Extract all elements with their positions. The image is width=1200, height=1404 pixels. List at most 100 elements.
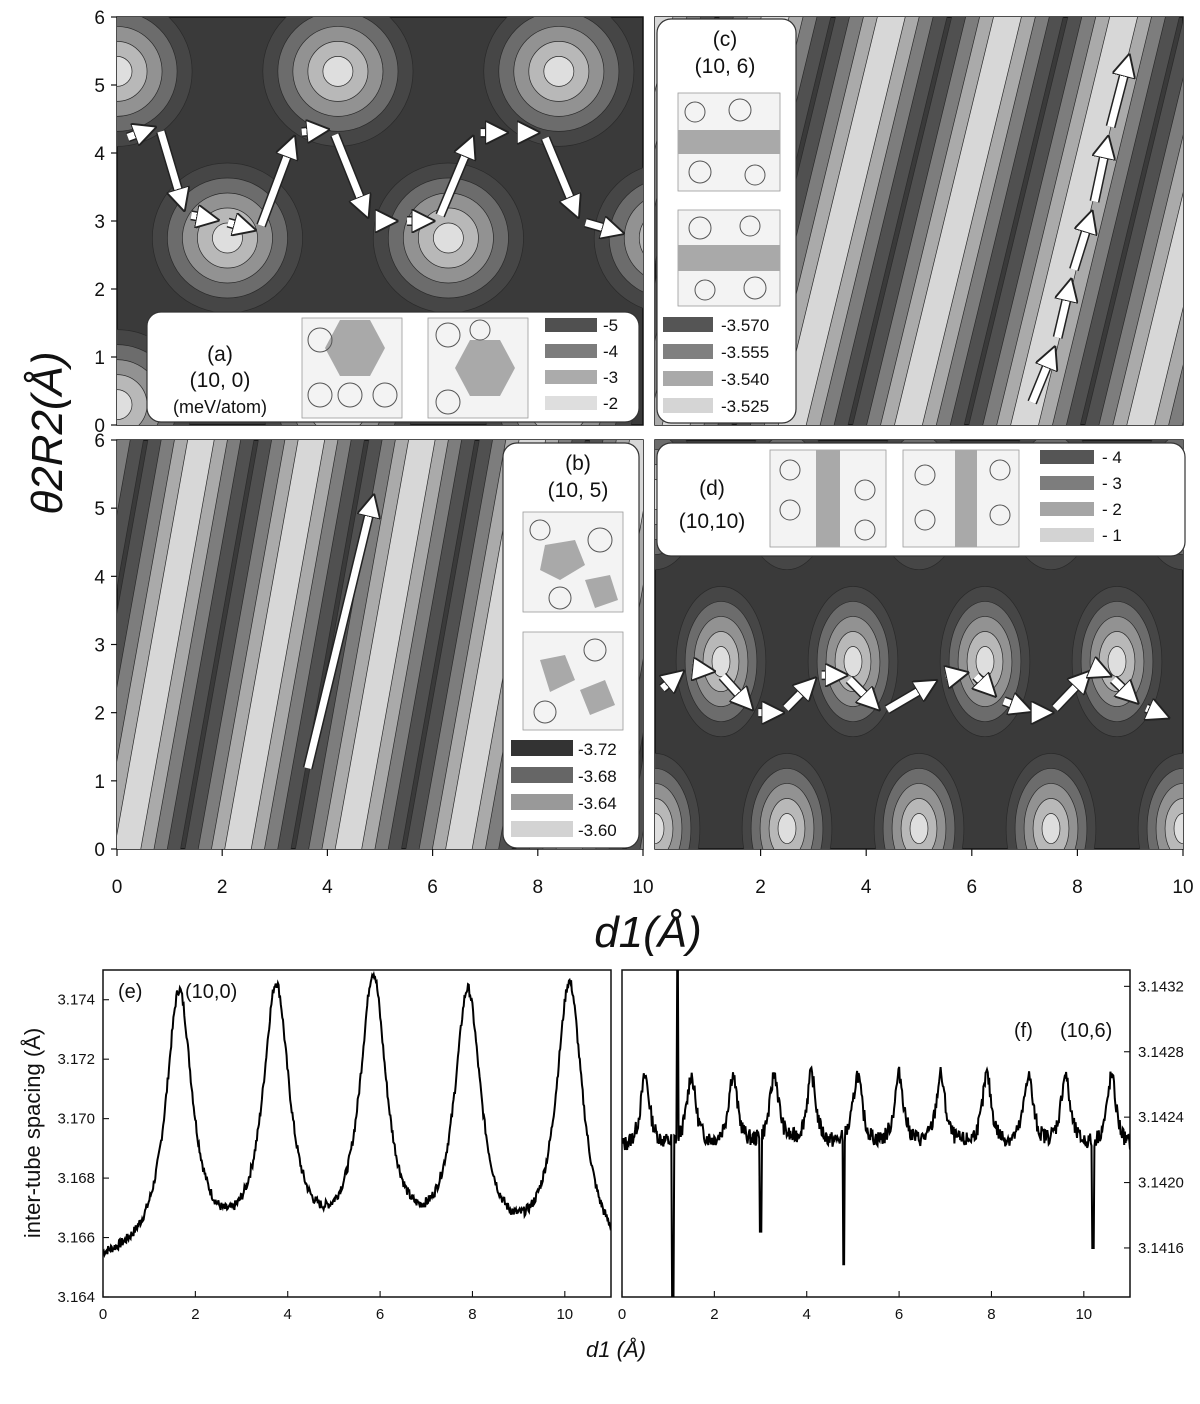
x-tick-label: 2 xyxy=(217,877,228,898)
path-arrow xyxy=(257,144,292,227)
y-tick-label: 3.1428 xyxy=(1138,1044,1184,1061)
tube-label-c: (10, 6) xyxy=(695,55,756,78)
y-tick-label: 1 xyxy=(94,348,105,369)
x-tick-label: 8 xyxy=(533,877,544,898)
legend-swatch xyxy=(545,344,597,358)
legend-value: -3.525 xyxy=(721,397,769,416)
legend-swatch xyxy=(511,794,573,810)
y-tick-label: 1 xyxy=(94,772,105,793)
path-arrow xyxy=(157,130,182,203)
panel-label-d: (d) xyxy=(699,477,725,500)
legend-swatch xyxy=(1040,476,1094,490)
y-tick-label: 3.1420 xyxy=(1138,1175,1184,1192)
legend-swatch xyxy=(663,317,713,332)
legend-value: -4 xyxy=(603,342,618,361)
x-tick-label: 0 xyxy=(99,1306,107,1323)
path-arrow xyxy=(331,133,365,210)
path-arrow xyxy=(846,676,873,704)
legend-value: - 2 xyxy=(1102,500,1122,519)
legend-swatch xyxy=(663,344,713,359)
contour-ring xyxy=(0,541,37,601)
panel-label-e: (e) xyxy=(118,981,142,1003)
x-tick-label: 2 xyxy=(710,1306,718,1323)
x-tick-label: 2 xyxy=(191,1306,199,1323)
path-arrow xyxy=(783,684,810,711)
path-arrow xyxy=(227,223,247,228)
structure-image-b xyxy=(522,511,624,613)
path-arrow xyxy=(1091,144,1106,203)
path-arrow xyxy=(1054,287,1070,339)
contour-ring xyxy=(322,56,354,87)
contour-ring xyxy=(543,56,575,87)
legend-swatch xyxy=(511,740,573,756)
x-tick-label: 6 xyxy=(376,1306,384,1323)
x-tick-label: 8 xyxy=(468,1306,476,1323)
contour-ring xyxy=(975,646,995,677)
contour-ring xyxy=(777,813,797,844)
y-tick-label: 4 xyxy=(94,144,105,165)
y-tick-label: 2 xyxy=(94,704,105,725)
legend-value: - 1 xyxy=(1102,526,1122,545)
y-tick-label: 3.170 xyxy=(57,1111,95,1128)
contour-ring xyxy=(655,813,665,844)
legend-swatch xyxy=(1040,528,1094,542)
legend-swatch xyxy=(663,398,713,413)
legend-value: -3 xyxy=(603,368,618,387)
legend-swatch xyxy=(511,767,573,783)
structure-image-a2 xyxy=(427,317,529,419)
legend-value: -3.555 xyxy=(721,343,769,362)
path-arrow xyxy=(436,144,470,217)
contour-ring xyxy=(1173,813,1183,844)
y-tick-label: 3.164 xyxy=(57,1289,95,1306)
contour-ring xyxy=(843,646,863,677)
structure-image-d xyxy=(769,449,887,548)
x-tick-label: 6 xyxy=(967,877,978,898)
panel-label-f: (f) xyxy=(1014,1020,1033,1042)
contour-band xyxy=(0,372,19,917)
legend-value: -3.540 xyxy=(721,370,769,389)
contour-ring xyxy=(0,208,37,268)
legend-value: -3.60 xyxy=(578,821,617,840)
legend-a: (a) (10, 0) (meV/atom) -5 -4 -3 -2 xyxy=(146,311,640,423)
x-tick-label: 6 xyxy=(427,877,438,898)
panel-f: (f) (10,6) xyxy=(621,969,1131,1298)
contour-band xyxy=(117,440,131,516)
series-line xyxy=(622,970,1130,1297)
path-arrow xyxy=(190,215,210,219)
contour-ring xyxy=(117,389,133,420)
legend-swatch xyxy=(1040,450,1094,464)
contour-ring xyxy=(0,556,22,586)
top-x-axis-label: d1(Å) xyxy=(594,908,702,957)
panel-label-b: (b) xyxy=(565,452,591,475)
path-arrow xyxy=(946,674,960,677)
contour-ring xyxy=(0,496,82,646)
structure-image-c2 xyxy=(677,209,781,307)
y-tick-label: 4 xyxy=(94,567,105,588)
y-tick-label: 0 xyxy=(94,840,105,861)
panel-label-c: (c) xyxy=(713,28,738,51)
path-arrow xyxy=(1110,676,1132,697)
panel-d-field xyxy=(655,440,1183,849)
top-y-axis-label: θ2R2(Å) xyxy=(23,351,72,514)
x-tick-label: 0 xyxy=(112,877,123,898)
path-arrow xyxy=(1052,677,1085,711)
path-arrow xyxy=(885,685,930,713)
y-tick-label: 5 xyxy=(94,76,105,97)
contour-ring xyxy=(0,223,22,253)
legend-value: - 4 xyxy=(1102,448,1122,467)
path-arrow xyxy=(542,136,575,210)
legend-b: (b) (10, 5) -3.72 -3.68 -3.64 -3.60 xyxy=(502,442,640,849)
path-arrow xyxy=(1002,701,1024,708)
legend-swatch xyxy=(545,370,597,384)
contour-band xyxy=(334,440,436,849)
path-arrow xyxy=(1146,708,1161,715)
path-arrow xyxy=(1107,63,1128,128)
contour-ring xyxy=(638,222,643,254)
tube-label-a: (10, 0) xyxy=(190,369,251,392)
legend-value: -5 xyxy=(603,316,618,335)
y-tick-label: 3.1424 xyxy=(1138,1109,1184,1126)
y-tick-label: 3 xyxy=(94,212,105,233)
contour-ring xyxy=(0,163,82,313)
